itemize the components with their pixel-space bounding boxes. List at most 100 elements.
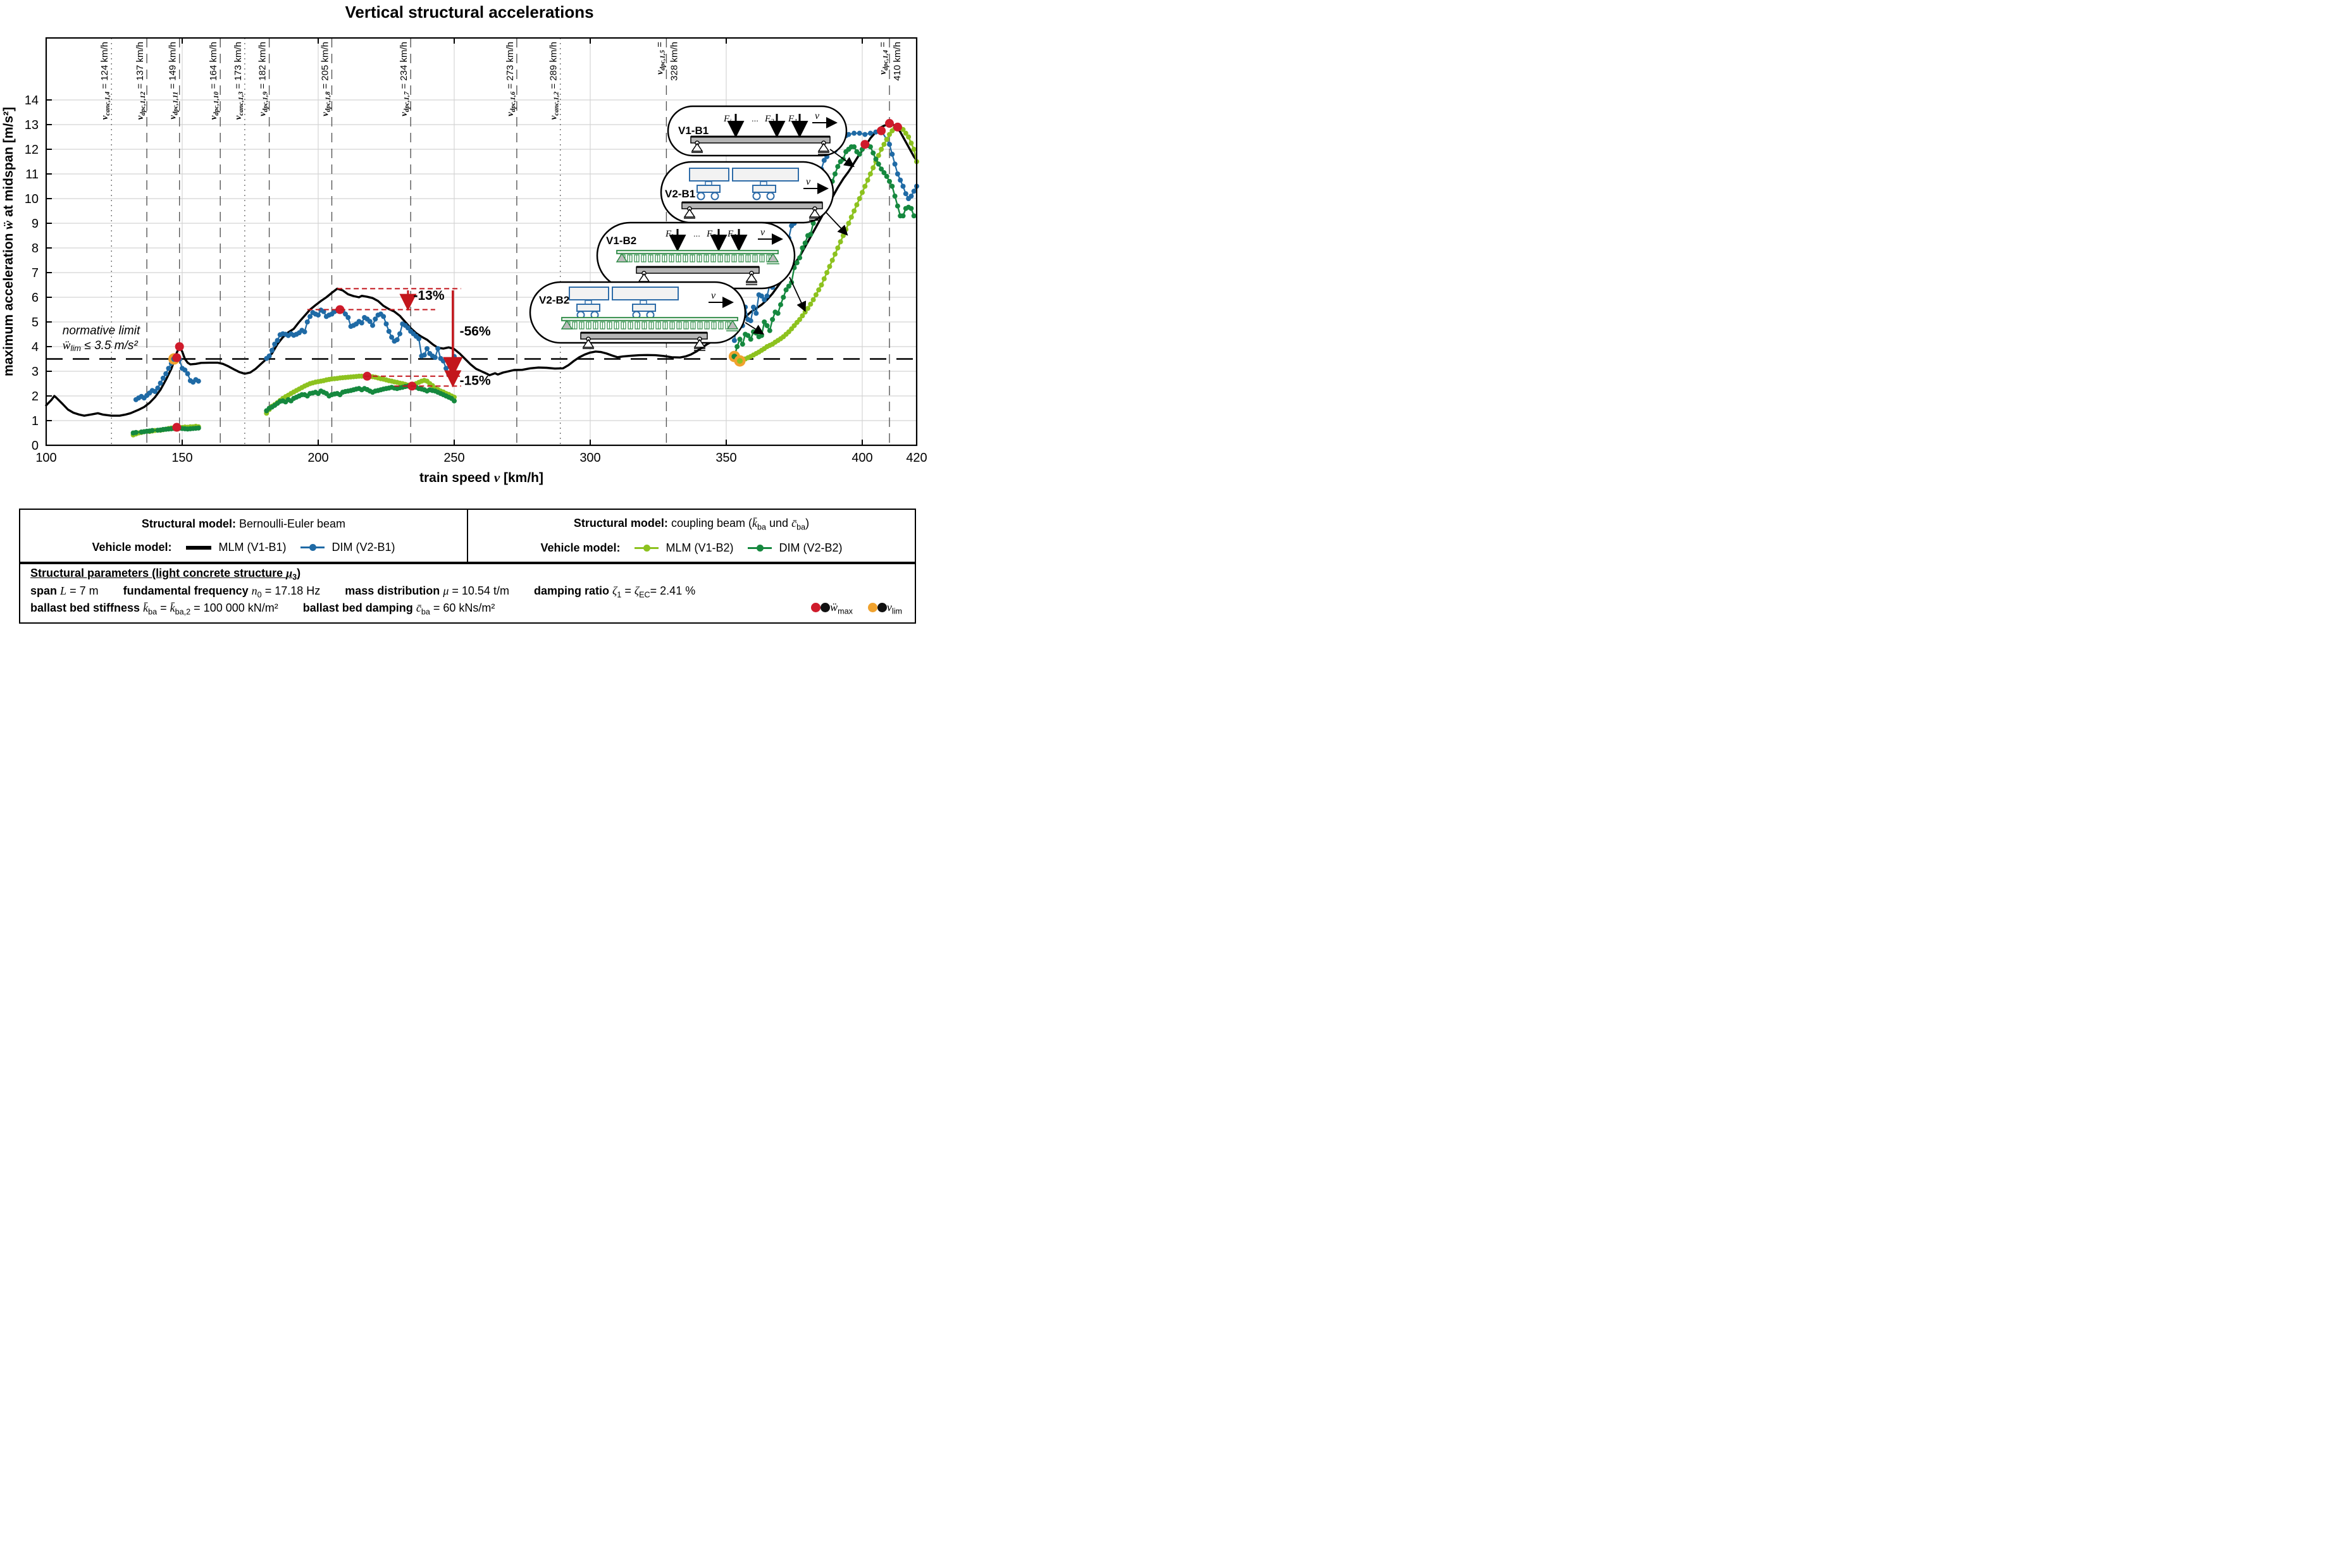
ref-label-182: vdpc,1,9 = 182 km/h: [257, 42, 269, 116]
data-point: [851, 130, 857, 136]
data-point: [895, 203, 900, 209]
inset-arrows: [745, 149, 855, 335]
data-point: [424, 346, 430, 352]
speed-v-label: v: [760, 227, 765, 238]
vehicle-model-b1: Vehicle model: MLM (V1-B1) DIM (V2-B1): [92, 541, 395, 553]
data-point: [302, 329, 307, 335]
y-tick-9: 9: [32, 217, 39, 231]
speed-v-label: v: [815, 111, 820, 121]
data-point: [269, 347, 275, 353]
y-tick-4: 4: [32, 340, 39, 354]
data-point: [846, 132, 851, 137]
data-point: [767, 328, 772, 333]
support-triangle-icon: [745, 273, 758, 282]
x-tick-350: 350: [715, 451, 736, 465]
inset-arrow-0: [829, 149, 855, 168]
data-point: [857, 130, 862, 136]
data-point: [862, 132, 868, 137]
data-point: [821, 276, 827, 281]
data-point: [797, 255, 803, 261]
data-point: [185, 371, 190, 376]
data-point: [753, 311, 759, 316]
force-label: F2: [764, 114, 774, 125]
rail-support-icon: [726, 319, 739, 330]
y-tick-1: 1: [32, 414, 39, 428]
data-point: [155, 385, 161, 391]
data-point: [275, 338, 280, 343]
wheel-icon: [752, 192, 761, 201]
data-point: [821, 157, 827, 163]
y-tick-13: 13: [25, 118, 39, 132]
annotation-label-1: -56%: [460, 324, 491, 338]
x-tick-200: 200: [307, 451, 328, 465]
wmax-marker: [893, 122, 902, 132]
car-body-icon: [689, 168, 729, 182]
ref-label-137: vdpc,1,12 = 137 km/h: [135, 42, 147, 120]
data-point: [800, 245, 805, 250]
ref-label-410: 410 km/h: [892, 42, 903, 81]
rail-beam-icon: [616, 250, 779, 254]
data-point: [895, 171, 900, 176]
bogie-icon: [697, 185, 721, 193]
wmax-marker: [172, 353, 182, 362]
speed-v-label: v: [806, 176, 811, 187]
data-point: [778, 302, 783, 307]
parameters-heading: Structural parameters (light concrete st…: [30, 567, 301, 582]
y-tick-12: 12: [25, 143, 39, 157]
data-point: [307, 314, 313, 319]
force-label: Fi: [723, 114, 731, 125]
data-point: [854, 202, 860, 207]
car-body-icon: [569, 287, 609, 300]
data-point: [740, 342, 745, 347]
data-point: [802, 240, 808, 246]
data-point: [389, 335, 395, 340]
data-point: [887, 178, 892, 184]
wmax-black-dot-icon: [821, 603, 831, 613]
dim-v2b2-swatch: [747, 544, 772, 552]
rail-support-icon: [767, 252, 779, 262]
data-point: [272, 342, 278, 347]
y-tick-7: 7: [32, 266, 39, 280]
data-point: [833, 171, 838, 176]
vlim-marker-center: [737, 358, 743, 364]
data-point: [824, 270, 830, 275]
data-point: [898, 177, 903, 183]
wmax-marker: [335, 305, 345, 314]
data-point: [416, 336, 422, 342]
data-point: [775, 311, 781, 316]
ref-label-273: vdpc,1,6 = 273 km/h: [505, 42, 517, 116]
y-tick-0: 0: [32, 439, 39, 453]
structural-model-b2: Structural model: coupling beam (k̄ba un…: [573, 517, 810, 532]
data-point: [160, 375, 166, 381]
wmax-marker: [877, 126, 886, 135]
chart-area: vcanc,1,4 = 124 km/h vdpc,1,12 = 137 km/h…: [0, 25, 939, 510]
ref-label-234: vdpc,1,7 = 234 km/h: [399, 42, 411, 116]
data-point: [892, 194, 898, 199]
data-point: [304, 319, 310, 324]
data-point: [810, 297, 816, 302]
wmax-red-dot-icon: [811, 603, 821, 613]
data-point: [813, 292, 819, 298]
data-point: [443, 366, 449, 371]
data-point: [367, 319, 373, 324]
data-point: [887, 132, 892, 137]
bogie-icon: [752, 185, 776, 193]
data-point: [884, 173, 889, 179]
data-point: [911, 188, 917, 194]
wheel-icon: [710, 192, 719, 201]
data-point: [737, 336, 743, 342]
x-axis-label: train speed v [km/h]: [419, 470, 543, 485]
mlm-v1b1-swatch: [185, 545, 211, 550]
force-label: F2: [706, 229, 716, 240]
legend-column-b2: Structural model: coupling beam (k̄ba un…: [467, 510, 915, 562]
bogie-icon: [576, 304, 600, 312]
data-point: [846, 221, 851, 226]
data-point: [881, 170, 887, 176]
data-point: [835, 245, 841, 250]
data-point: [879, 147, 884, 152]
reference-lines: vcanc,1,4 = 124 km/h vdpc,1,12 = 137 km/h…: [99, 38, 903, 445]
data-point: [889, 151, 895, 157]
dim-v2b1-label: DIM (V2-B1): [331, 541, 395, 553]
data-point: [152, 388, 158, 394]
data-point: [908, 206, 914, 211]
